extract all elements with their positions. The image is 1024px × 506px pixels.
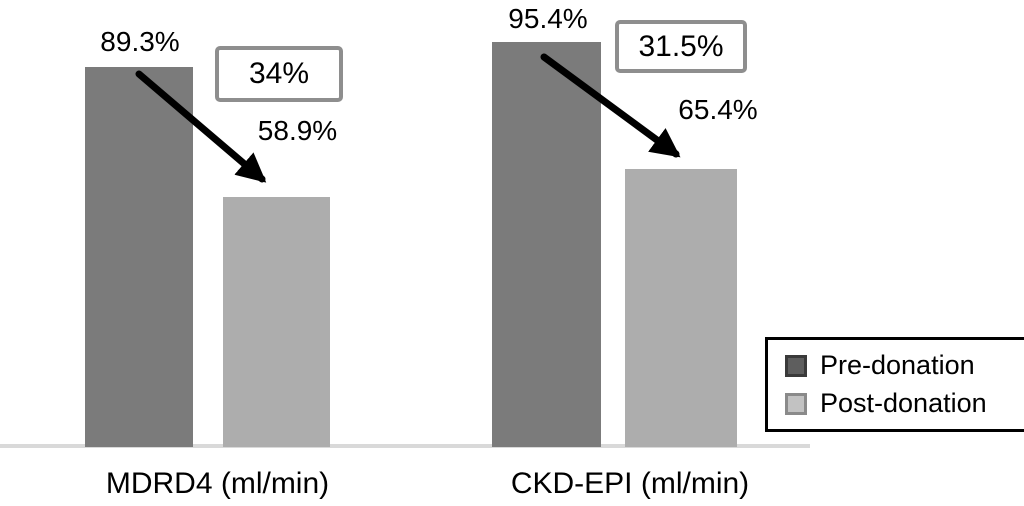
legend-label-post-donation: Post-donation bbox=[820, 388, 987, 418]
post-value-label-ckdepi: 65.4% bbox=[678, 94, 758, 125]
pre-value-label-ckdepi: 95.4% bbox=[508, 3, 588, 34]
axis-label-ckdepi: CKD-EPI (ml/min) bbox=[510, 467, 750, 500]
pre-value-label-mdrd4: 89.3% bbox=[100, 26, 180, 57]
legend-item-pre-donation: Pre-donation bbox=[785, 351, 1024, 380]
drop-percent-label-ckdepi: 31.5% bbox=[638, 29, 724, 63]
post-donation-swatch-icon bbox=[785, 392, 807, 415]
legend: Pre-donation Post-donation bbox=[765, 337, 1024, 432]
legend-item-post-donation: Post-donation bbox=[785, 389, 1024, 418]
pre-donation-swatch-icon bbox=[785, 354, 807, 377]
drop-percent-box-mdrd4: 34% bbox=[215, 46, 343, 102]
drop-percent-label-mdrd4: 34% bbox=[248, 57, 310, 90]
axis-label-mdrd4: MDRD4 (ml/min) bbox=[105, 467, 330, 500]
drop-percent-box-ckdepi: 31.5% bbox=[615, 20, 747, 73]
bar-ckdepi-post-donation bbox=[625, 169, 737, 447]
bar-mdrd4-pre-donation bbox=[85, 67, 193, 447]
legend-label-pre-donation: Pre-donation bbox=[820, 350, 975, 380]
x-axis-line bbox=[0, 444, 810, 448]
bar-mdrd4-post-donation bbox=[223, 197, 330, 447]
post-value-label-mdrd4: 58.9% bbox=[257, 115, 338, 146]
bar-ckdepi-pre-donation bbox=[492, 42, 601, 447]
